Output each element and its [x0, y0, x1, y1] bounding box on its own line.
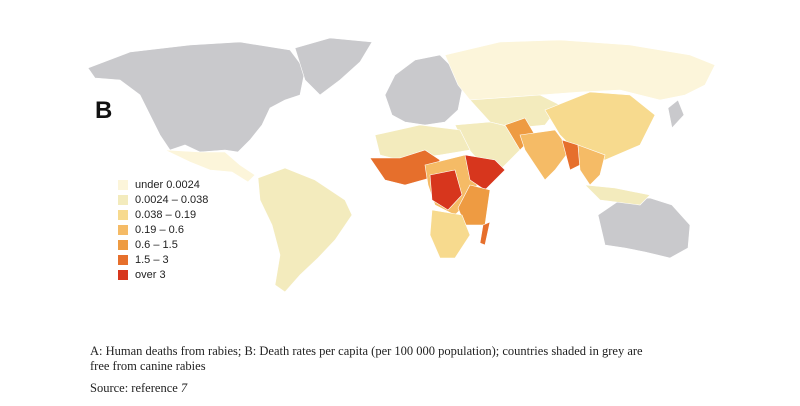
east-africa — [457, 184, 491, 226]
caption-line-1: A: Human deaths from rabies; B: Death ra… — [90, 344, 643, 373]
world-map — [87, 37, 716, 293]
source: Source: reference 7 — [90, 381, 188, 395]
russia — [444, 39, 716, 101]
indonesia — [584, 184, 651, 206]
source-ref: 7 — [181, 381, 188, 395]
legend-label: 0.19 – 0.6 — [135, 224, 184, 236]
legend-label: under 0.0024 — [135, 179, 200, 191]
legend-label: 0.6 – 1.5 — [135, 239, 178, 251]
legend-label: over 3 — [135, 269, 166, 281]
mexico-central-america — [164, 149, 256, 183]
legend-swatch — [118, 255, 128, 265]
southern-africa — [429, 209, 471, 259]
congo — [429, 169, 463, 211]
source-text: Source: reference — [90, 381, 178, 395]
legend-swatch — [118, 195, 128, 205]
legend-swatch — [118, 240, 128, 250]
legend-label: 1.5 – 3 — [135, 254, 169, 266]
legend-label: 0.038 – 0.19 — [135, 209, 196, 221]
india — [519, 129, 571, 181]
legend-label: 0.0024 – 0.038 — [135, 194, 208, 206]
legend-swatch — [118, 225, 128, 235]
japan — [667, 99, 685, 129]
australia — [597, 197, 691, 259]
panel-label: B — [95, 97, 112, 124]
horn-of-africa — [464, 154, 506, 191]
legend-swatch — [118, 270, 128, 280]
madagascar — [479, 221, 491, 246]
caption-line: free from canine rabies — [90, 359, 206, 373]
europe — [384, 54, 463, 126]
caption-line: A: Human deaths from rabies; B: Death ra… — [90, 344, 643, 358]
legend-swatch — [118, 180, 128, 190]
south-america — [257, 167, 353, 293]
north-america — [87, 41, 306, 153]
north-africa — [374, 124, 471, 161]
southeast-asia — [577, 144, 606, 186]
legend: under 0.0024 0.0024 – 0.038 0.038 – 0.19 0.… — [118, 179, 208, 281]
greenland — [294, 37, 373, 96]
legend-swatch — [118, 210, 128, 220]
